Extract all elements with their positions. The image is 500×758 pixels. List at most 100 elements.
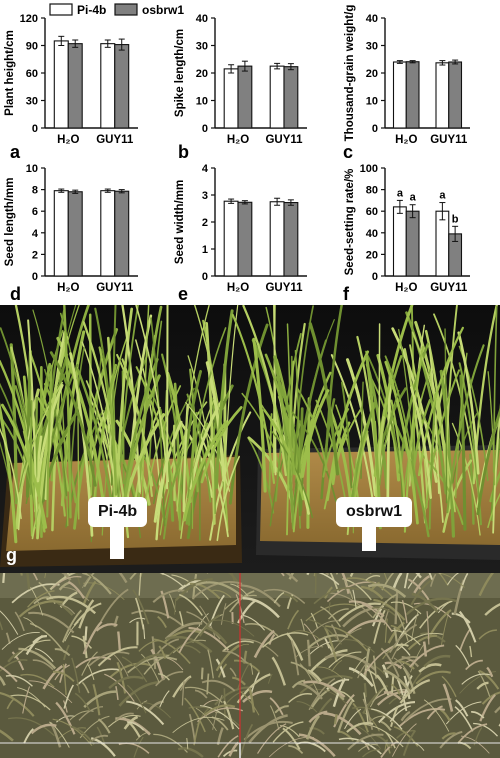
x-tick-label: H₂O	[227, 282, 249, 294]
seedling-blade	[231, 313, 276, 484]
bar-pi4b-0	[53, 190, 69, 277]
field-leaf	[393, 657, 411, 677]
y-tick-label: 20	[366, 249, 378, 261]
field-leaf	[460, 573, 469, 591]
field-leaf	[291, 630, 320, 640]
seedling-blade	[444, 328, 448, 504]
field-leaf	[63, 644, 70, 661]
field-leaf	[402, 729, 417, 756]
field-leaf	[199, 705, 240, 730]
field-leaf	[345, 619, 385, 636]
y-tick-label: 60	[366, 206, 378, 218]
field-leaf	[184, 697, 206, 733]
field-leaf	[461, 673, 491, 685]
field-leaf	[324, 627, 338, 663]
seedling-blade	[384, 355, 416, 477]
field-leaf	[399, 678, 431, 704]
field-leaf	[83, 690, 118, 708]
y-axis-label: Seed length/mm	[4, 178, 16, 267]
seedling-blade	[409, 344, 429, 501]
seedling-blade	[20, 381, 64, 495]
y-tick-label: 0	[372, 271, 378, 283]
x-tick-label: GUY11	[430, 134, 468, 146]
field-leaf	[269, 705, 280, 730]
field-leaf	[333, 713, 338, 725]
field-leaf	[34, 647, 54, 662]
field-leaf	[203, 704, 236, 716]
seedling-blade	[403, 348, 427, 524]
y-tick-label: 60	[26, 68, 38, 80]
field-leaf	[164, 621, 203, 641]
bar-pi4b-0	[53, 40, 69, 129]
field-leaf	[248, 687, 256, 713]
field-leaf	[420, 632, 446, 643]
legend-label-pi4b: Pi-4b	[77, 3, 106, 17]
y-axis-label: Plant height/cm	[4, 30, 16, 116]
seedling-blade	[29, 400, 33, 495]
field-leaf	[229, 667, 237, 677]
field-leaf	[178, 611, 184, 626]
field-leaf	[195, 707, 217, 732]
field-leaf	[225, 690, 247, 705]
seedling-blade	[63, 305, 72, 519]
plant-label-osbrw1: osbrw1	[336, 497, 413, 527]
field-leaf	[451, 612, 471, 624]
field-leaf	[400, 710, 411, 722]
field-leaf	[14, 611, 25, 632]
field-leaf	[2, 573, 6, 584]
field-leaf	[134, 597, 145, 630]
field-leaf	[78, 706, 104, 721]
field-leaf	[348, 600, 385, 618]
chart-panel-d: 0 2 4 6 8 10 Seed length/mm H₂O GUY11 d	[4, 163, 138, 304]
field-leaf	[82, 620, 103, 655]
seedling-blade	[182, 420, 228, 522]
y-tick-label: 4	[202, 163, 209, 175]
field-leaf	[263, 588, 306, 604]
field-leaf	[0, 610, 19, 635]
field-leaf	[0, 665, 18, 683]
seedling-blade	[379, 390, 400, 486]
field-leaf	[129, 617, 146, 624]
seedling-blade	[428, 393, 437, 530]
field-leaf	[381, 573, 395, 591]
field-leaf	[363, 646, 393, 675]
field-leaf	[308, 678, 336, 711]
field-leaf	[30, 723, 57, 735]
field-leaf	[126, 700, 165, 726]
field-leaf	[188, 626, 230, 651]
bar-pi4b-1	[100, 190, 116, 277]
field-leaf	[205, 626, 228, 645]
seedling-blade	[324, 305, 343, 473]
field-leaf	[73, 602, 102, 627]
field-leaf	[214, 686, 251, 706]
y-tick-label: 90	[26, 41, 38, 53]
y-tick-label: 0	[32, 123, 38, 135]
seedling-blade	[22, 430, 39, 536]
bar-pi4b-1	[269, 65, 285, 129]
seedling-blade	[273, 355, 296, 530]
field-leaf	[200, 667, 204, 680]
field-leaf	[290, 640, 300, 676]
seedling-blade	[193, 305, 230, 486]
field-leaf	[288, 745, 304, 754]
field-leaf	[113, 654, 130, 679]
field-leaf	[310, 612, 319, 629]
field-leaf	[69, 710, 94, 721]
field-leaf	[323, 711, 362, 736]
field-leaf	[234, 643, 249, 651]
field-leaf	[82, 573, 112, 595]
x-tick-label: GUY11	[265, 134, 303, 146]
seedling-blade	[43, 368, 68, 497]
field-leaf	[459, 671, 496, 694]
field-leaf	[82, 635, 88, 659]
field-leaf	[407, 634, 437, 651]
field-leaf	[403, 675, 413, 697]
field-leaf	[224, 594, 257, 610]
y-tick-label: 10	[366, 96, 378, 108]
field-leaf	[401, 656, 420, 668]
seedling-blade	[187, 327, 227, 499]
field-leaf	[484, 602, 500, 616]
field-leaf	[307, 640, 341, 657]
field-leaf	[240, 638, 279, 657]
field-leaf	[109, 662, 151, 679]
